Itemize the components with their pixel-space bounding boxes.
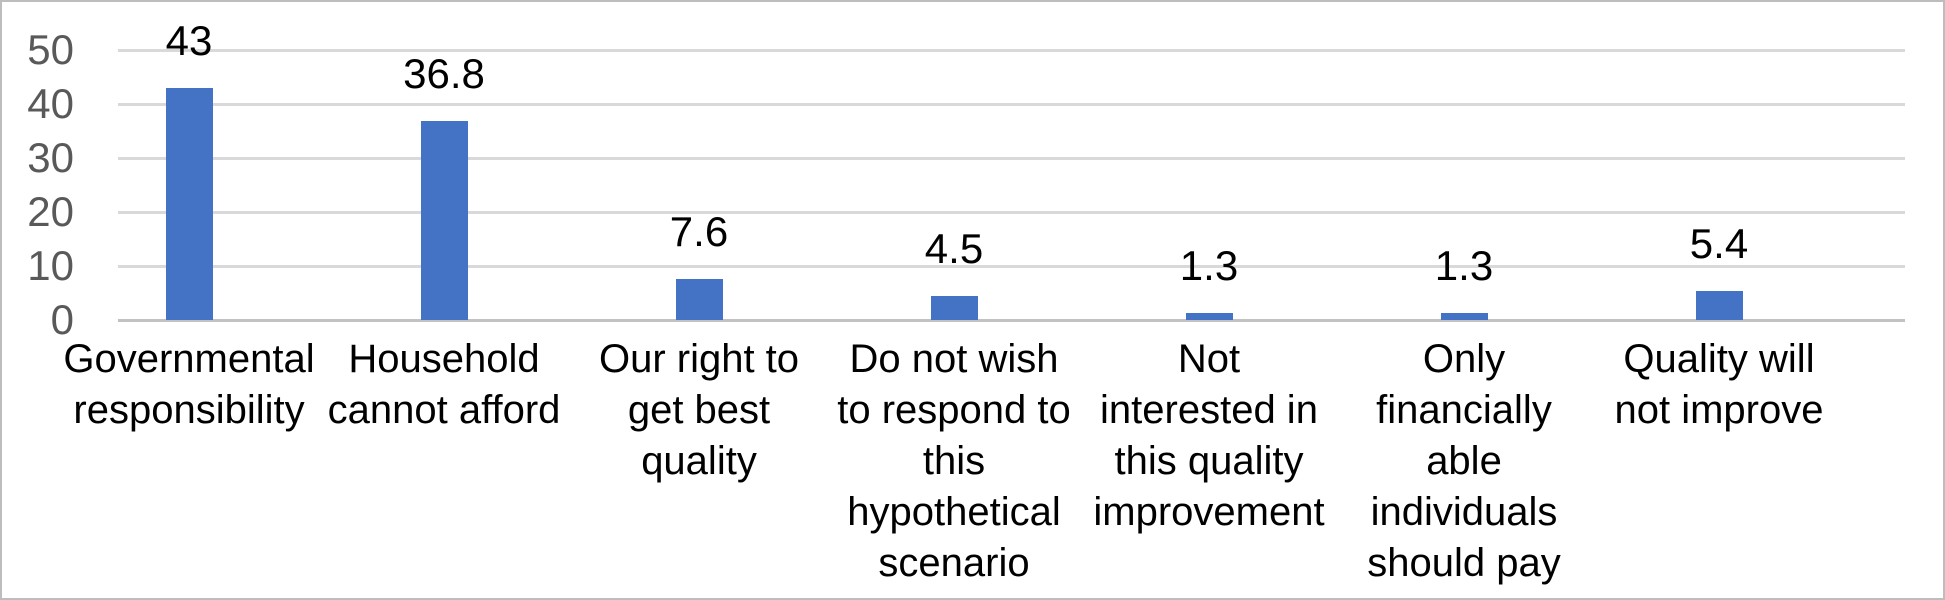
category-label: Not interested in this quality improvement bbox=[999, 334, 1419, 538]
bar bbox=[1185, 312, 1233, 320]
y-axis-tick-label: 10 bbox=[27, 242, 74, 289]
bar-value-label: 36.8 bbox=[403, 50, 485, 98]
category-label-line: Do not wish bbox=[849, 337, 1059, 381]
category-label-line: Only bbox=[1422, 337, 1506, 381]
category-label-line: this bbox=[922, 439, 986, 483]
category-label-line: quality bbox=[641, 439, 757, 483]
category-label-line: Household bbox=[348, 337, 540, 381]
category-label-line: individuals bbox=[1370, 490, 1558, 534]
bar bbox=[675, 278, 723, 320]
y-axis-tick-label: 50 bbox=[27, 26, 74, 73]
bar-value-label: 1.3 bbox=[1179, 241, 1239, 289]
category-label: Only financially able individuals should pay bbox=[1254, 334, 1674, 589]
y-axis-tick-label: 40 bbox=[27, 80, 74, 127]
bar-value-label: 5.4 bbox=[1689, 219, 1749, 267]
category-label-line: Governmental bbox=[63, 337, 315, 381]
category-label-line: Quality will bbox=[1623, 337, 1815, 381]
category-label-line: Not bbox=[1177, 337, 1241, 381]
bar bbox=[1695, 290, 1743, 320]
category-label-line: interested in bbox=[1100, 388, 1318, 432]
category-label: Do not wish to respond to this hypothetical… bbox=[744, 334, 1164, 589]
y-axis-tick-label: 30 bbox=[27, 134, 74, 181]
y-axis-tick-label: 20 bbox=[27, 188, 74, 235]
bar-value-label: 43 bbox=[165, 16, 213, 64]
gridline bbox=[118, 49, 1905, 52]
category-label: Quality will not improve bbox=[1509, 334, 1929, 436]
gridline bbox=[118, 157, 1905, 160]
category-label-line: financially bbox=[1376, 388, 1552, 432]
bar bbox=[420, 121, 468, 320]
bar-value-label: 7.6 bbox=[669, 207, 729, 255]
category-label-line: cannot afford bbox=[327, 388, 561, 432]
category-label: Our right to get best quality bbox=[489, 334, 909, 487]
y-axis-tick-label: 0 bbox=[50, 296, 74, 343]
bar-value-label: 4.5 bbox=[924, 224, 984, 272]
bar bbox=[165, 87, 213, 320]
category-label-line: hypothetical bbox=[847, 490, 1061, 534]
category-label-line: not improve bbox=[1614, 388, 1824, 432]
category-label-line: Our right to bbox=[598, 337, 800, 381]
gridline bbox=[118, 103, 1905, 106]
category-label-line: to respond to bbox=[837, 388, 1071, 432]
category-label: Governmental responsibility bbox=[2, 334, 399, 436]
bar-value-label: 1.3 bbox=[1434, 241, 1494, 289]
category-label-line: this quality bbox=[1114, 439, 1304, 483]
x-axis-line bbox=[118, 319, 1905, 322]
gridline bbox=[118, 265, 1905, 268]
category-label: Household cannot afford bbox=[234, 334, 654, 436]
category-label-line: improvement bbox=[1093, 490, 1325, 534]
category-label-line: scenario bbox=[878, 541, 1030, 585]
category-label-line: should pay bbox=[1367, 541, 1561, 585]
category-label-line: able bbox=[1426, 439, 1502, 483]
category-label-line: responsibility bbox=[73, 388, 305, 432]
bar bbox=[930, 295, 978, 320]
bar bbox=[1440, 312, 1488, 320]
category-label-line: get best bbox=[627, 388, 771, 432]
gridline bbox=[118, 211, 1905, 214]
